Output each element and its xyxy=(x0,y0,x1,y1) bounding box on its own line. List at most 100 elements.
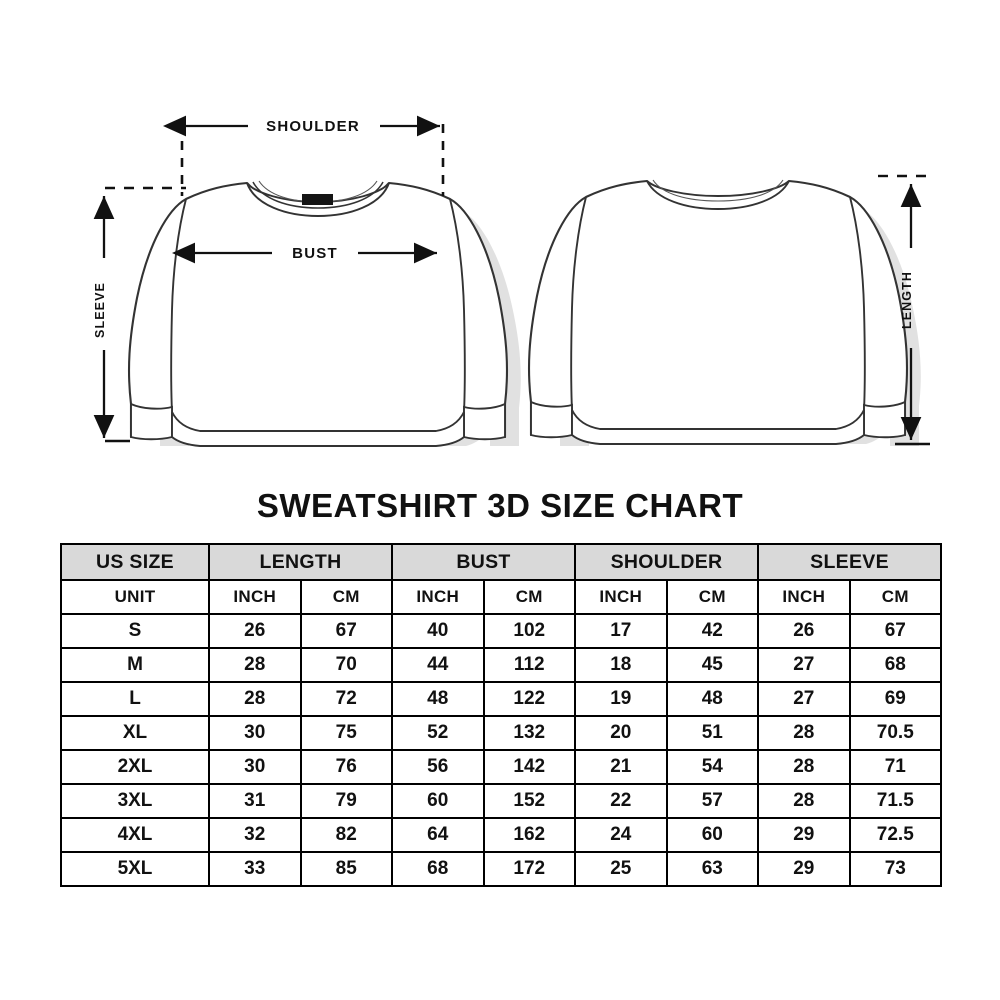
front-left-cuff xyxy=(130,402,173,441)
group-header-length: LENGTH xyxy=(208,543,393,581)
cell-length-inch: 32 xyxy=(208,817,302,853)
cell-bust-inch: 56 xyxy=(391,749,485,785)
cell-bust-inch: 60 xyxy=(391,783,485,819)
cell-length-cm: 76 xyxy=(299,749,393,785)
cell-length-inch: 33 xyxy=(208,851,302,887)
group-header-shoulder: SHOULDER xyxy=(574,543,760,581)
cell-bust-inch: 44 xyxy=(391,647,485,683)
cell-size: 2XL xyxy=(60,749,210,785)
cell-sleeve-inch: 29 xyxy=(757,817,851,853)
front-view-group xyxy=(127,180,521,447)
group-header-us-size: US SIZE xyxy=(60,543,210,581)
cell-length-cm: 82 xyxy=(299,817,393,853)
cell-length-inch: 30 xyxy=(208,749,302,785)
table-row: 2XL 30 76 56 142 21 54 28 71 xyxy=(60,749,943,785)
cell-sleeve-inch: 28 xyxy=(757,749,851,785)
cell-length-cm: 75 xyxy=(299,715,393,751)
cell-shoulder-cm: 63 xyxy=(665,851,760,887)
cell-shoulder-inch: 19 xyxy=(574,681,668,717)
cell-shoulder-inch: 22 xyxy=(574,783,668,819)
cell-shoulder-cm: 57 xyxy=(665,783,760,819)
unit-header-bust-cm: CM xyxy=(482,579,577,615)
back-right-cuff xyxy=(863,400,906,439)
back-collar xyxy=(646,180,790,210)
front-right-sleeve-seam xyxy=(449,198,466,413)
cell-bust-inch: 68 xyxy=(391,851,485,887)
bust-label: BUST xyxy=(292,245,338,262)
cell-bust-inch: 40 xyxy=(391,613,485,649)
page-title: SWEATSHIRT 3D SIZE CHART xyxy=(256,487,744,524)
back-hem-band xyxy=(571,409,865,445)
cell-sleeve-inch: 28 xyxy=(757,715,851,751)
table-row: S 26 67 40 102 17 42 26 67 xyxy=(60,613,943,649)
cell-shoulder-inch: 21 xyxy=(574,749,668,785)
unit-header-shoulder-cm: CM xyxy=(665,579,760,615)
cell-length-cm: 79 xyxy=(299,783,393,819)
cell-sleeve-inch: 28 xyxy=(757,783,851,819)
group-header-bust: BUST xyxy=(390,543,577,581)
cell-bust-cm: 112 xyxy=(482,647,577,683)
cell-bust-cm: 102 xyxy=(482,613,577,649)
cell-bust-inch: 48 xyxy=(391,681,485,717)
cell-sleeve-inch: 27 xyxy=(757,647,851,683)
cell-size: XL xyxy=(60,715,210,751)
cell-shoulder-inch: 25 xyxy=(574,851,668,887)
table-row: L 28 72 48 122 19 48 27 69 xyxy=(60,681,943,717)
cell-sleeve-cm: 71 xyxy=(848,749,943,785)
cell-shoulder-cm: 60 xyxy=(665,817,760,853)
front-body-outline xyxy=(127,181,509,440)
cell-sleeve-cm: 71.5 xyxy=(848,783,943,819)
back-view-group xyxy=(527,179,921,446)
cell-shoulder-inch: 24 xyxy=(574,817,668,853)
cell-shoulder-cm: 45 xyxy=(665,647,760,683)
table-row: 4XL 32 82 64 162 24 60 29 72.5 xyxy=(60,817,943,853)
front-left-sleeve-seam xyxy=(170,198,187,413)
cell-length-inch: 26 xyxy=(208,613,302,649)
cell-sleeve-cm: 69 xyxy=(848,681,943,717)
back-body-outline xyxy=(527,179,909,438)
cell-sleeve-inch: 29 xyxy=(757,851,851,887)
back-collar-stitch xyxy=(652,179,784,202)
unit-header-sleeve-inch: INCH xyxy=(757,579,851,615)
cell-length-cm: 70 xyxy=(299,647,393,683)
garment-illustration: SHOULDER BUST SLEEVE LENGTH xyxy=(0,0,1000,480)
cell-bust-cm: 162 xyxy=(482,817,577,853)
table-head: US SIZE LENGTH BUST SHOULDER SLEEVE UNIT… xyxy=(60,543,943,615)
size-table-container: US SIZE LENGTH BUST SHOULDER SLEEVE UNIT… xyxy=(60,543,943,887)
cell-sleeve-cm: 72.5 xyxy=(848,817,943,853)
shoulder-label: SHOULDER xyxy=(266,118,360,135)
back-left-sleeve-seam xyxy=(570,196,587,411)
sleeve-label: SLEEVE xyxy=(93,282,107,338)
cell-bust-cm: 142 xyxy=(482,749,577,785)
table-row: 5XL 33 85 68 172 25 63 29 73 xyxy=(60,851,943,887)
front-hem-band xyxy=(171,411,465,447)
cell-shoulder-cm: 54 xyxy=(665,749,760,785)
cell-size: M xyxy=(60,647,210,683)
cell-length-cm: 67 xyxy=(299,613,393,649)
cell-length-inch: 31 xyxy=(208,783,302,819)
cell-bust-inch: 64 xyxy=(391,817,485,853)
cell-length-inch: 28 xyxy=(208,681,302,717)
table-row: XL 30 75 52 132 20 51 28 70.5 xyxy=(60,715,943,751)
cell-sleeve-cm: 67 xyxy=(848,613,943,649)
cell-length-inch: 28 xyxy=(208,647,302,683)
length-label: LENGTH xyxy=(900,271,914,329)
cell-shoulder-cm: 51 xyxy=(665,715,760,751)
cell-size: L xyxy=(60,681,210,717)
table-row: M 28 70 44 112 18 45 27 68 xyxy=(60,647,943,683)
cell-sleeve-inch: 27 xyxy=(757,681,851,717)
cell-shoulder-inch: 20 xyxy=(574,715,668,751)
cell-length-inch: 30 xyxy=(208,715,302,751)
front-right-cuff xyxy=(463,402,506,441)
cell-sleeve-cm: 68 xyxy=(848,647,943,683)
cell-sleeve-cm: 70.5 xyxy=(848,715,943,751)
unit-header-unit: UNIT xyxy=(60,579,210,615)
cell-length-cm: 72 xyxy=(299,681,393,717)
cell-size: S xyxy=(60,613,210,649)
group-header-sleeve: SLEEVE xyxy=(757,543,943,581)
group-header-row: US SIZE LENGTH BUST SHOULDER SLEEVE xyxy=(60,543,943,581)
cell-shoulder-cm: 42 xyxy=(665,613,760,649)
cell-length-cm: 85 xyxy=(299,851,393,887)
cell-shoulder-cm: 48 xyxy=(665,681,760,717)
